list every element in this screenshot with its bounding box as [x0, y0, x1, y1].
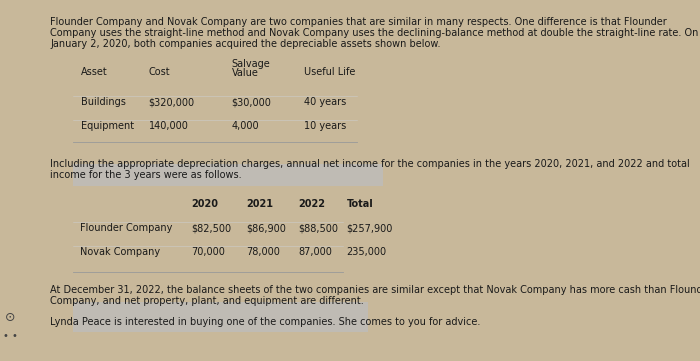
- Text: $257,900: $257,900: [346, 223, 393, 233]
- Text: Company, and net property, plant, and equipment are different.: Company, and net property, plant, and eq…: [50, 296, 364, 306]
- Text: income for the 3 years were as follows.: income for the 3 years were as follows.: [50, 170, 242, 180]
- Text: Value: Value: [232, 68, 258, 78]
- Text: Flounder Company: Flounder Company: [80, 223, 173, 233]
- Text: $30,000: $30,000: [232, 97, 272, 107]
- Text: 235,000: 235,000: [346, 247, 386, 257]
- Text: Useful Life: Useful Life: [304, 67, 356, 77]
- Text: Company uses the straight-line method and Novak Company uses the declining-balan: Company uses the straight-line method an…: [50, 28, 699, 38]
- Text: 70,000: 70,000: [192, 247, 225, 257]
- FancyBboxPatch shape: [74, 164, 384, 186]
- FancyBboxPatch shape: [74, 302, 368, 332]
- Text: ⊙: ⊙: [6, 311, 15, 324]
- Text: $88,500: $88,500: [298, 223, 339, 233]
- Text: 4,000: 4,000: [232, 121, 259, 131]
- Text: $320,000: $320,000: [148, 97, 195, 107]
- Text: Novak Company: Novak Company: [80, 247, 160, 257]
- Text: 2022: 2022: [298, 199, 326, 209]
- Text: 2021: 2021: [246, 199, 274, 209]
- Text: January 2, 2020, both companies acquired the depreciable assets shown below.: January 2, 2020, both companies acquired…: [50, 39, 441, 49]
- Text: At December 31, 2022, the balance sheets of the two companies are similar except: At December 31, 2022, the balance sheets…: [50, 285, 700, 295]
- Text: Buildings: Buildings: [80, 97, 125, 107]
- Text: 140,000: 140,000: [148, 121, 188, 131]
- Text: Lynda Peace is interested in buying one of the companies. She comes to you for a: Lynda Peace is interested in buying one …: [50, 317, 481, 327]
- Text: $82,500: $82,500: [192, 223, 232, 233]
- Text: Asset: Asset: [80, 67, 107, 77]
- Text: Salvage: Salvage: [232, 59, 270, 69]
- Text: Total: Total: [346, 199, 373, 209]
- Text: Equipment: Equipment: [80, 121, 134, 131]
- Text: $86,900: $86,900: [246, 223, 286, 233]
- Text: 78,000: 78,000: [246, 247, 281, 257]
- Text: Cost: Cost: [148, 67, 170, 77]
- Text: 2020: 2020: [192, 199, 218, 209]
- Text: Including the appropriate depreciation charges, annual net income for the compan: Including the appropriate depreciation c…: [50, 159, 690, 169]
- Text: 40 years: 40 years: [304, 97, 346, 107]
- Text: 87,000: 87,000: [298, 247, 332, 257]
- Text: Flounder Company and Novak Company are two companies that are similar in many re: Flounder Company and Novak Company are t…: [50, 17, 667, 27]
- Text: 10 years: 10 years: [304, 121, 346, 131]
- Text: • •: • •: [3, 331, 18, 341]
